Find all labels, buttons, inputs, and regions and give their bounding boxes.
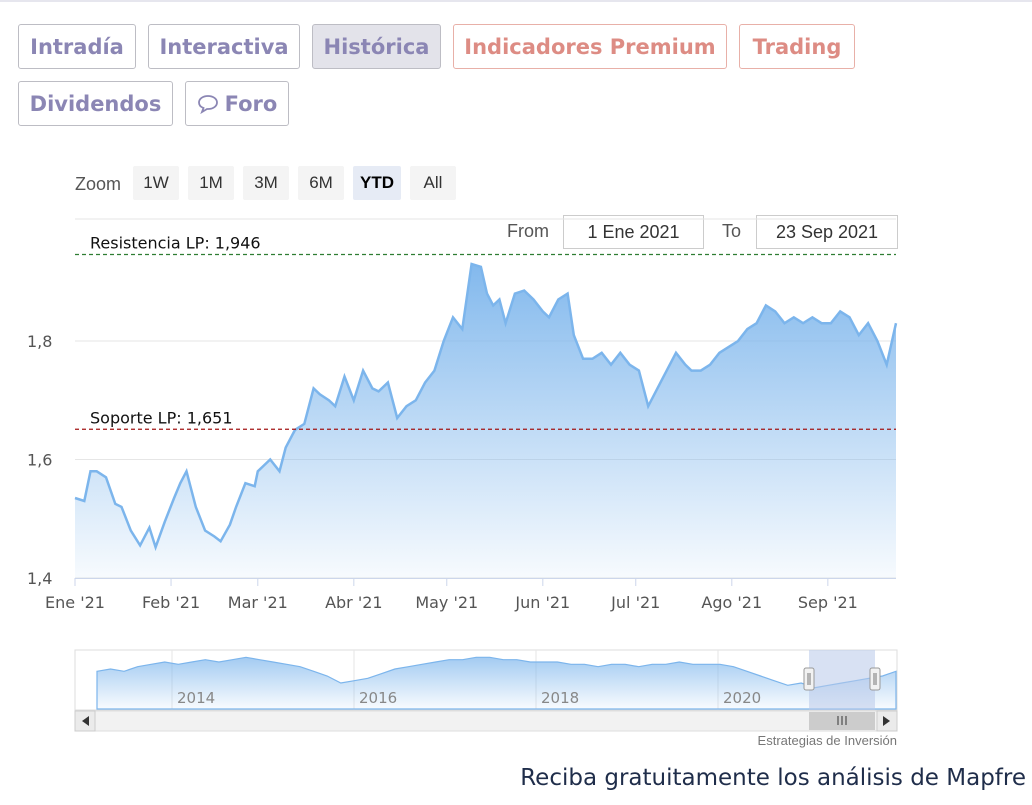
tab-label: Interactiva [159,34,289,59]
arrow-right-icon [883,716,890,726]
newsletter-cta[interactable]: Reciba gratuitamente los análisis de Map… [520,765,1026,791]
price-area [75,264,896,578]
navigator-left-handle[interactable] [803,667,815,691]
navigator-selection[interactable] [809,650,875,710]
to-date-input[interactable]: 23 Sep 2021 [756,215,898,249]
zoom-3m-button[interactable]: 3M [243,166,289,200]
y-axis: 1,4 1,6 1,8 [27,332,52,588]
chart-credit[interactable]: Estrategias de Inversión [757,733,897,748]
tab-label: Foro [224,91,278,116]
scrollbar[interactable] [74,710,898,732]
tab-interactiva[interactable]: Interactiva [148,24,300,69]
tab-label: Histórica [323,34,430,59]
zoom-ytd-button[interactable]: YTD [353,166,401,200]
to-label: To [722,221,742,241]
annotation-label: Soporte LP: 1,651 [90,408,233,427]
x-tick-label: Feb '21 [142,593,200,612]
from-label: From [507,221,549,241]
zoom-label: Zoom [75,174,122,194]
x-tick-label: Jul '21 [610,593,660,612]
y-tick-label: 1,8 [27,332,52,351]
scrollbar-track[interactable] [74,710,898,732]
zoom-all-button[interactable]: All [410,166,456,200]
annotations: Resistencia LP: 1,946 Soporte LP: 1,651 [75,233,896,430]
x-tick-label: Ene '21 [45,593,105,612]
tab-trading[interactable]: Trading [739,24,855,69]
annotation-label: Resistencia LP: 1,946 [90,233,261,252]
y-tick-label: 1,6 [27,451,52,470]
price-line [74,262,898,552]
tab-foro[interactable]: Foro [185,81,289,126]
zoom-1m-button[interactable]: 1M [188,166,234,200]
tab-label: Indicadores Premium [464,34,716,59]
y-tick-label: 1,4 [27,569,52,588]
navigator-year-label: 2016 [359,689,397,707]
tab-intradia[interactable]: Intradía [18,24,136,69]
tab-indicadores-premium[interactable]: Indicadores Premium [453,24,727,69]
navigator-area [96,656,897,710]
x-tick-label: Abr '21 [325,593,383,612]
zoom-6m-button[interactable]: 6M [298,166,344,200]
navigator[interactable]: 2014 2016 2018 2020 [74,649,898,711]
navigator-year-label: 2020 [723,689,761,707]
from-date-input[interactable]: 1 Ene 2021 [563,215,704,249]
x-tick-label: Sep '21 [798,593,858,612]
x-tick-label: Ago '21 [701,593,762,612]
chat-bubble-icon [197,94,219,114]
x-axis: Ene '21 Feb '21 Mar '21 Abr '21 May '21 Jun '… [45,578,896,612]
tab-label: Trading [752,34,842,59]
tab-dividendos[interactable]: Dividendos [18,81,173,126]
tab-label: Dividendos [29,91,162,116]
tab-label: Intradía [30,34,124,59]
x-tick-label: Mar '21 [228,593,288,612]
x-tick-label: May '21 [415,593,478,612]
navigator-year-label: 2018 [541,689,579,707]
arrow-left-icon [82,716,89,726]
navigator-year-labels: 2014 2016 2018 2020 [177,689,761,707]
navigator-year-label: 2014 [177,689,215,707]
top-divider [0,0,1032,2]
tab-historica[interactable]: Histórica [312,24,441,69]
x-tick-label: Jun '21 [514,593,570,612]
navigator-right-handle[interactable] [869,667,881,691]
zoom-1w-button[interactable]: 1W [133,166,179,200]
